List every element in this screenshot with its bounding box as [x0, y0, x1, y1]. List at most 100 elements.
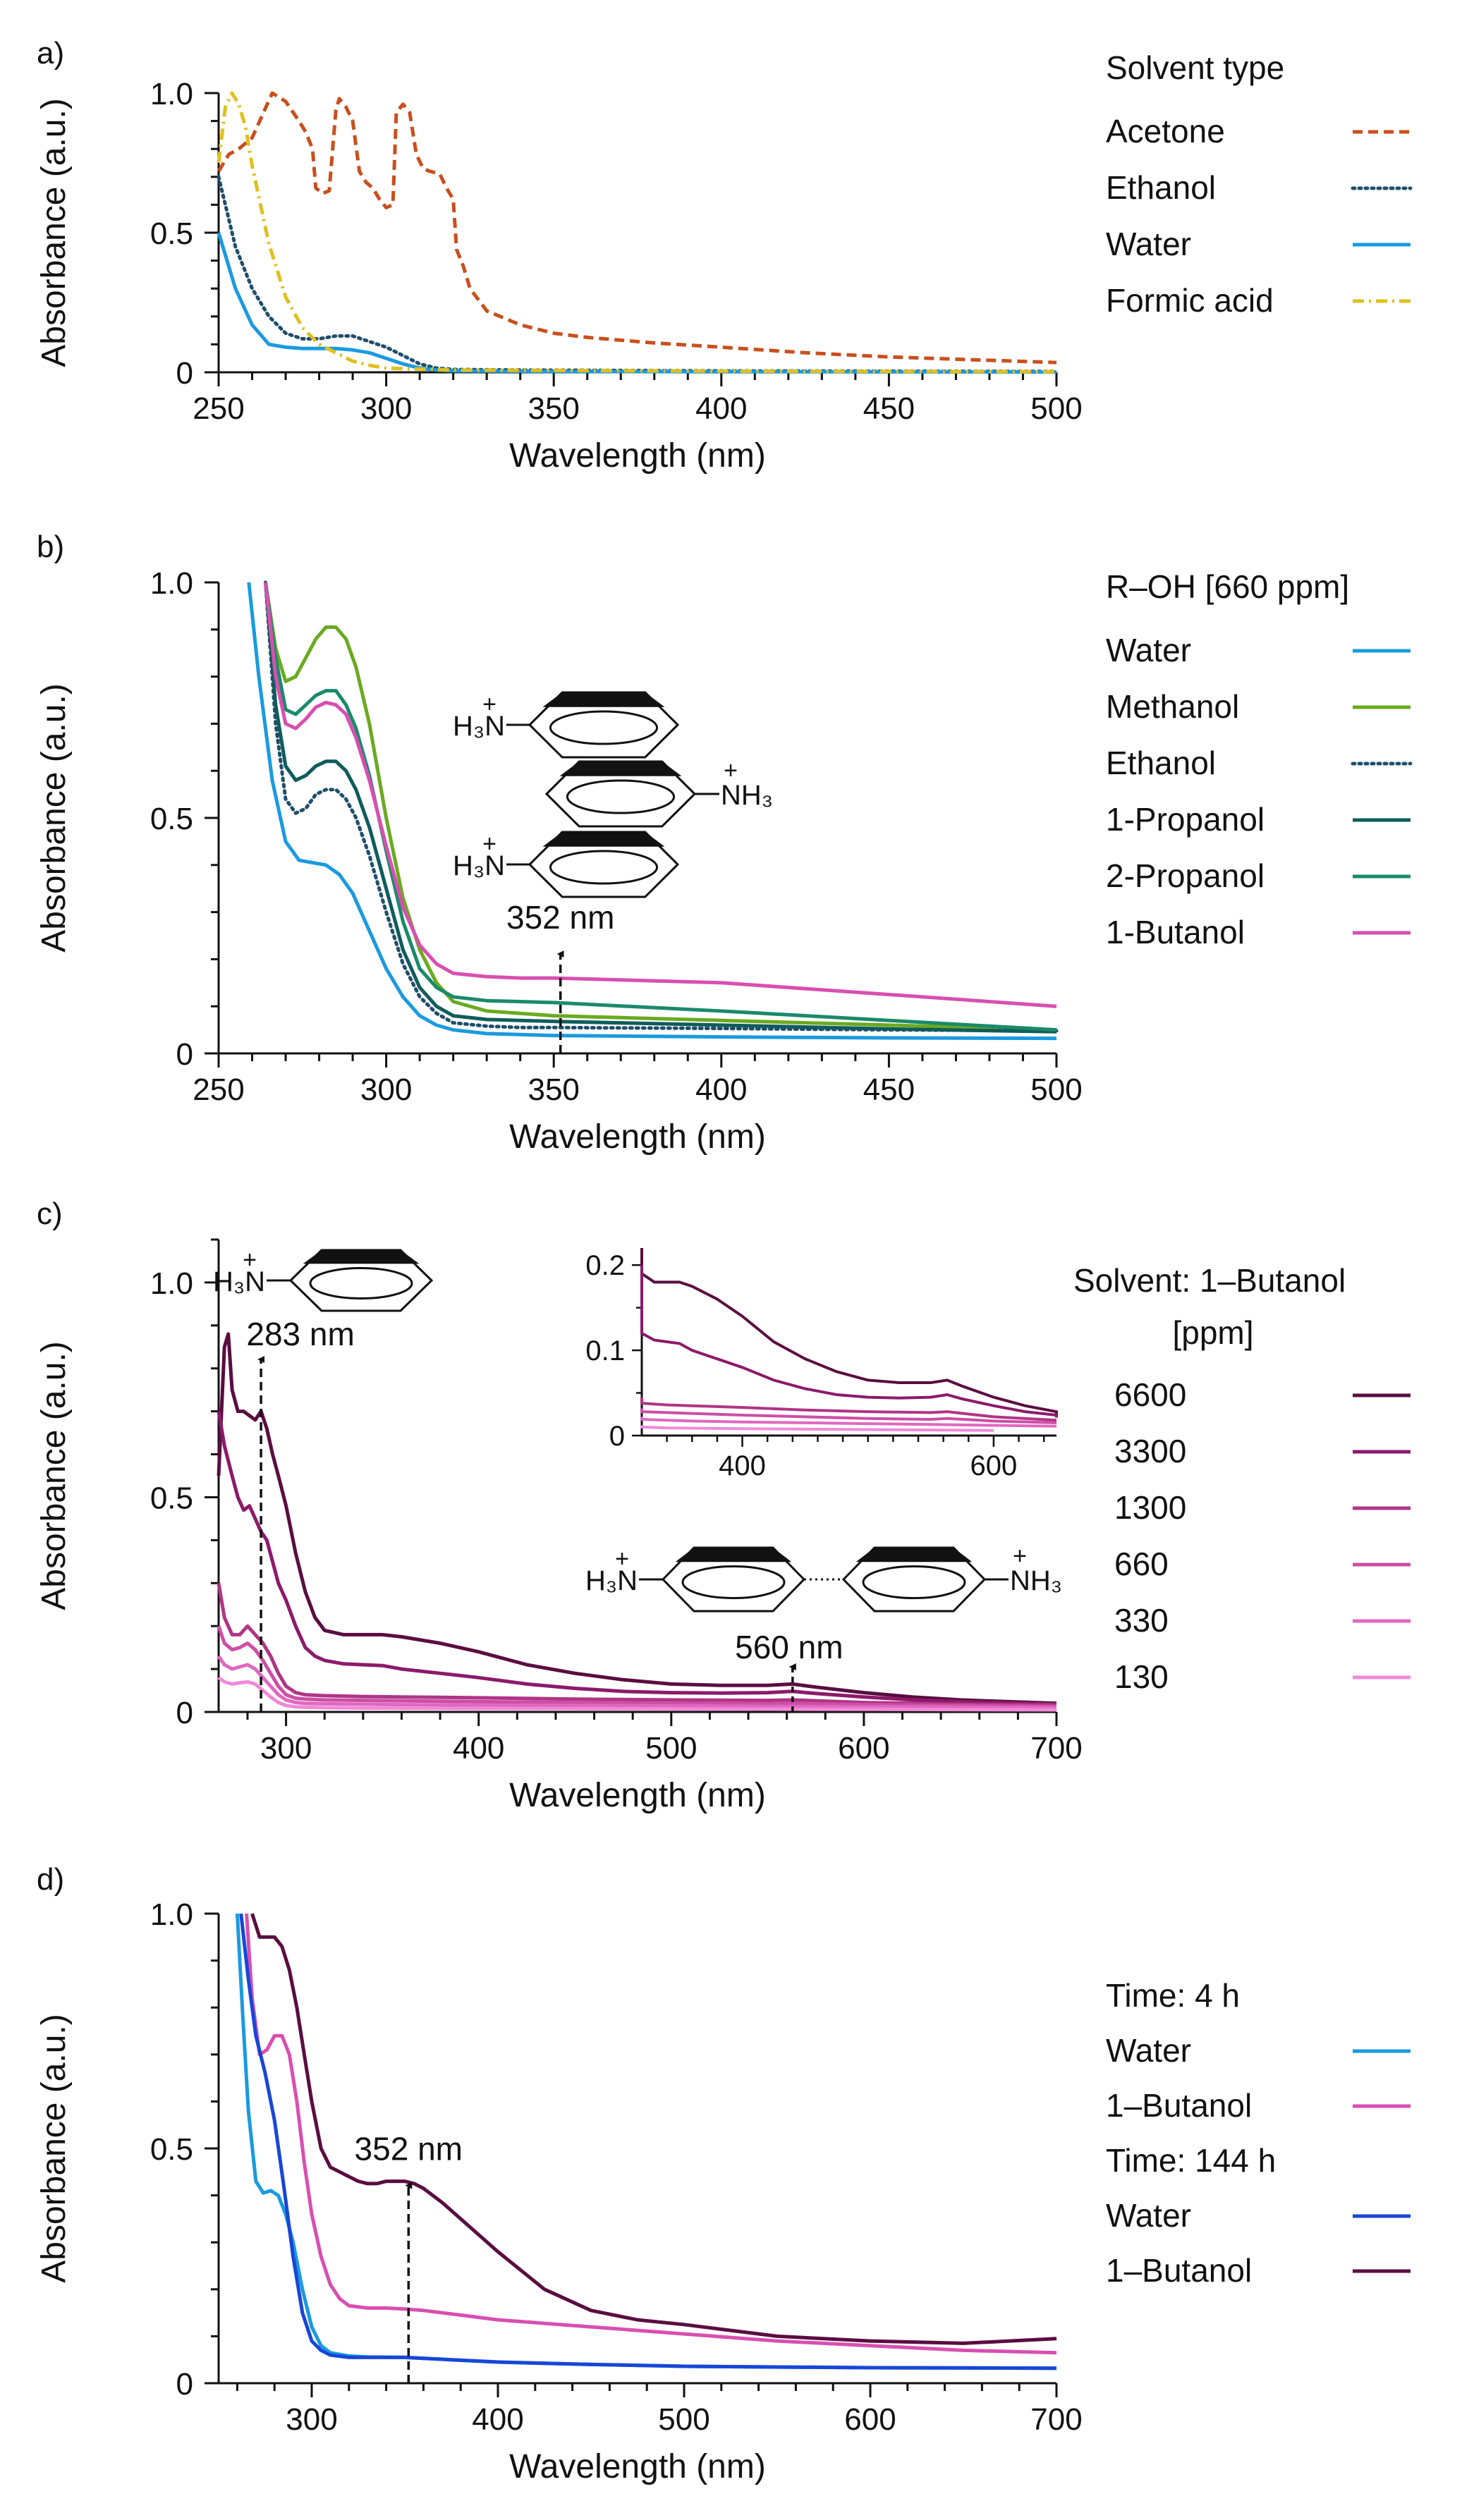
amine-label: NH₃: [721, 780, 773, 811]
y-tick-label: 0: [176, 1696, 193, 1730]
inset-x-tick-label: 400: [719, 1450, 766, 1481]
y-tick-label: 0.5: [150, 216, 193, 251]
inset-series-line: [640, 1397, 1057, 1422]
x-tick-label: 350: [528, 1072, 579, 1107]
amine-label: NH₃: [1010, 1565, 1062, 1596]
legend-group-title: Time: 144 h: [1106, 2142, 1276, 2179]
inset-series-line: [640, 1248, 1058, 1415]
x-axis-label: Wavelength (nm): [509, 437, 766, 475]
inset-x-tick-label: 600: [970, 1450, 1018, 1481]
panel-b: b) 250 300 350 400 450 500 Wavelength (nm) 0 0.5 1…: [35, 530, 1413, 1156]
series-line: [245, 1913, 1057, 2355]
x-tick-label: 500: [1030, 391, 1082, 426]
legend-label: Water: [1106, 632, 1191, 668]
legend-title: R–OH [660 ppm]: [1106, 568, 1349, 605]
panel-c: c) 300 400 500 600 700 Wavelength (nm) 0 0.5 1.0 A…: [35, 1197, 1411, 1814]
x-tick-label: 500: [645, 1731, 697, 1766]
legend-label: 6600: [1114, 1376, 1186, 1413]
series-line: [217, 1411, 1057, 1706]
y-tick-label: 1.0: [150, 77, 193, 111]
ring-aromatic-circle: [862, 1565, 966, 1599]
legend-label: 1300: [1114, 1489, 1186, 1526]
molecule-structures: H₃N+NH₃+H₃N+H₃N+H₃N+NH₃+: [213, 691, 1062, 1613]
series-line: [217, 1655, 1057, 1710]
charge-plus: +: [482, 691, 497, 718]
x-tick-label: 450: [863, 391, 915, 426]
y-axis-label: Absorbance (a.u.): [35, 683, 73, 953]
legend-title: Solvent type: [1106, 49, 1284, 86]
panel-d: d) 300 400 500 600 700 Wavelength (nm) 0 0.5 1.0 A…: [35, 1862, 1411, 2485]
charge-plus: +: [724, 757, 738, 784]
y-tick-label: 1.0: [150, 1266, 193, 1301]
annotation-label: 560 nm: [735, 1629, 843, 1665]
ring-bold-edge: [559, 761, 682, 776]
series-line: [217, 1332, 1057, 1706]
legend-label: Water: [1106, 2032, 1191, 2069]
legend-label: Ethanol: [1106, 169, 1216, 206]
x-tick-label: 300: [260, 1731, 312, 1766]
legend: R–OH [660 ppm] Water Methanol Ethanol 1-Prop…: [1106, 568, 1413, 950]
x-tick-label: 500: [658, 2402, 709, 2437]
amine-label: H₃N: [453, 711, 505, 742]
legend-label: Acetone: [1106, 113, 1225, 149]
legend-label: Ethanol: [1106, 745, 1216, 781]
inset-plot: 400 600 0 0.1 0.2: [585, 1248, 1058, 1481]
inset-y-tick-label: 0.1: [585, 1335, 625, 1366]
ring-bold-edge: [675, 1548, 792, 1562]
x-tick-label: 250: [193, 1072, 244, 1107]
legend: Solvent: 1–Butanol [ppm] 6600 3300 1300 660 33…: [1073, 1262, 1411, 1695]
legend-label: Methanol: [1106, 688, 1239, 725]
ring-aromatic-circle: [549, 710, 659, 745]
series-line: [264, 582, 1057, 1032]
y-tick-label: 0.5: [150, 802, 193, 836]
y-tick-label: 0: [176, 356, 193, 391]
charge-plus: +: [615, 1546, 629, 1572]
x-tick-label: 250: [193, 391, 244, 426]
legend-group-title: Time: 4 h: [1106, 1977, 1240, 2014]
legend-label: 3300: [1114, 1433, 1186, 1469]
legend-title: Solvent: 1–Butanol: [1073, 1262, 1346, 1299]
x-tick-label: 400: [453, 1731, 504, 1766]
series-line: [247, 582, 1057, 1041]
inset-series-line: [640, 1417, 1057, 1428]
series-line: [217, 1582, 1057, 1707]
series-line: [217, 91, 1057, 374]
series-line: [250, 1913, 1057, 2345]
x-tick-label: 350: [528, 391, 579, 426]
charge-plus: +: [482, 831, 497, 857]
legend-label: 1–Butanol: [1106, 2252, 1252, 2289]
panel-label: a): [37, 36, 64, 71]
ring-bold-edge: [303, 1250, 420, 1264]
ring-bold-edge: [855, 1548, 973, 1562]
series-line: [217, 232, 1057, 374]
series-line: [217, 1676, 1057, 1712]
y-tick-label: 0.5: [150, 2132, 193, 2167]
x-tick-label: 300: [360, 1072, 412, 1107]
panel-label: b): [37, 530, 64, 564]
legend-label: Water: [1106, 2197, 1191, 2234]
annotation-label: 283 nm: [246, 1316, 354, 1352]
amine-label: H₃N: [213, 1266, 265, 1297]
x-axis-label: Wavelength (nm): [509, 1118, 766, 1156]
series-line: [217, 91, 1057, 365]
y-axis-label: Absorbance (a.u.): [35, 1341, 73, 1610]
ring-aromatic-circle: [549, 850, 659, 885]
x-tick-label: 600: [844, 2402, 896, 2437]
y-tick-label: 1.0: [150, 566, 193, 601]
charge-plus: +: [243, 1247, 257, 1273]
amine-label: H₃N: [585, 1565, 638, 1596]
panel-label: c): [37, 1197, 63, 1231]
x-tick-label: 300: [286, 2402, 337, 2437]
y-tick-label: 0: [176, 1037, 193, 1072]
series-line: [264, 582, 1057, 1008]
legend-subtitle: [ppm]: [1172, 1314, 1253, 1351]
y-tick-label: 0.5: [150, 1481, 193, 1515]
x-tick-label: 400: [472, 2402, 523, 2437]
charge-plus: +: [1013, 1543, 1027, 1570]
series-line: [239, 1913, 1057, 2371]
legend-label: 330: [1114, 1602, 1169, 1639]
x-tick-label: 700: [1030, 1731, 1082, 1766]
x-tick-label: 400: [695, 1072, 747, 1107]
panel-a: a) 250 300 350 400 450 500 Wavelength (nm) 0 0.5 1…: [35, 36, 1413, 475]
inset-y-tick-label: 0: [609, 1421, 625, 1452]
